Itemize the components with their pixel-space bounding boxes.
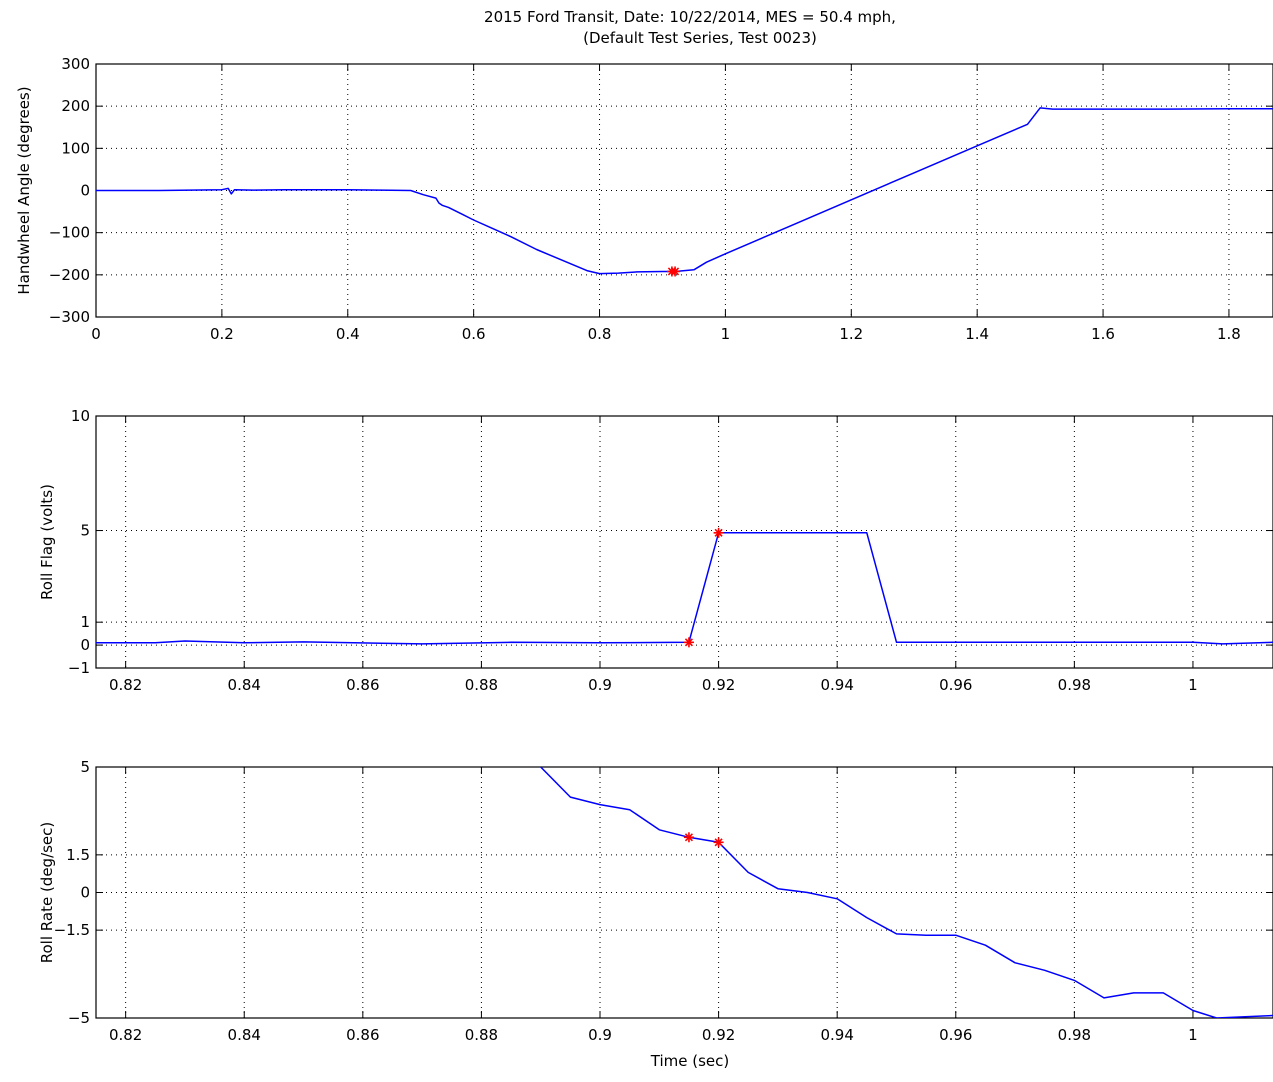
roll-flag-event-marker <box>713 527 724 538</box>
roll-flag-xtick-label: 0.84 <box>228 676 261 694</box>
roll-rate-ytick-label: 0 <box>80 884 90 902</box>
roll-rate-xtick-label: 0.84 <box>228 1026 261 1044</box>
roll-flag-xtick-label: 1 <box>1188 676 1198 694</box>
roll-rate-xtick-label: 0.82 <box>109 1026 142 1044</box>
handwheel-angle-ytick-label: 100 <box>61 139 90 157</box>
handwheel-angle-series-line <box>96 107 1273 275</box>
handwheel-angle-xtick-label: 0.8 <box>588 325 612 343</box>
roll-flag-event-marker <box>683 637 694 648</box>
roll-flag-xtick-label: 0.88 <box>465 676 498 694</box>
roll-rate-ytick-label: 1.5 <box>66 846 90 864</box>
roll-flag-ytick-label: 0 <box>80 636 90 654</box>
roll-flag-xtick-label: 0.98 <box>1058 676 1091 694</box>
handwheel-angle-ytick-label: −200 <box>49 266 90 284</box>
handwheel-angle-xtick-label: 0.2 <box>210 325 234 343</box>
roll-rate-ytick-label: −5 <box>68 1009 90 1027</box>
roll-rate-xtick-label: 0.94 <box>820 1026 853 1044</box>
roll-flag-ytick-label: −1 <box>68 659 90 677</box>
roll-rate-xtick-label: 1 <box>1188 1026 1198 1044</box>
roll-rate-series-line <box>540 767 1273 1018</box>
handwheel-angle-xtick-label: 1.8 <box>1217 325 1241 343</box>
handwheel-angle-xtick-label: 1 <box>721 325 731 343</box>
roll-rate-xtick-label: 0.96 <box>939 1026 972 1044</box>
handwheel-angle-ytick-label: 0 <box>80 182 90 200</box>
roll-rate-xtick-label: 0.88 <box>465 1026 498 1044</box>
roll-flag-xtick-label: 0.94 <box>820 676 853 694</box>
figure-title-line2: (Default Test Series, Test 0023) <box>583 29 817 47</box>
roll-flag-series-line <box>96 532 1273 645</box>
roll-rate-axes-frame <box>95 766 1273 1019</box>
roll-flag-ytick-label: 10 <box>71 407 90 425</box>
roll-rate-xtick-label: 0.92 <box>702 1026 735 1044</box>
roll-rate-ytick-label: 5 <box>80 758 90 776</box>
roll-flag-xtick-label: 0.96 <box>939 676 972 694</box>
roll-flag-xtick-label: 0.9 <box>588 676 612 694</box>
roll-flag-ytick-label: 5 <box>80 522 90 540</box>
handwheel-angle-ytick-label: −100 <box>49 224 90 242</box>
handwheel-angle-xtick-label: 1.6 <box>1091 325 1115 343</box>
handwheel-angle-ytick-label: −300 <box>49 308 90 326</box>
roll-rate-xtick-label: 0.9 <box>588 1026 612 1044</box>
handwheel-angle-xtick-label: 0.4 <box>336 325 360 343</box>
handwheel-angle-ylabel: Handwheel Angle (degrees) <box>15 86 33 294</box>
handwheel-angle-xtick-label: 1.2 <box>839 325 863 343</box>
roll-flag-ytick-label: 1 <box>80 613 90 631</box>
roll-flag-xtick-label: 0.92 <box>702 676 735 694</box>
handwheel-angle-xtick-label: 0.6 <box>462 325 486 343</box>
handwheel-angle-xtick-label: 0 <box>91 325 101 343</box>
roll-rate-plot: 0.82 0.84 0.86 0.88 0.9 0.92 0.94 0.96 0.98 1 −5 −1… <box>38 758 1273 1070</box>
handwheel-angle-event-marker <box>670 266 681 277</box>
roll-flag-xtick-label: 0.86 <box>346 676 379 694</box>
roll-rate-xtick-label: 0.86 <box>346 1026 379 1044</box>
roll-rate-ytick-label: −1.5 <box>54 921 90 939</box>
roll-rate-ylabel: Roll Rate (deg/sec) <box>38 822 56 964</box>
roll-rate-xlabel: Time (sec) <box>650 1052 729 1070</box>
roll-rate-event-marker <box>713 837 724 848</box>
roll-flag-plot: 0.82 0.84 0.86 0.88 0.9 0.92 0.94 0.96 0.98 1 −1 0 1… <box>38 407 1273 694</box>
roll-flag-axes-frame <box>95 415 1273 669</box>
handwheel-angle-plot: 0 0.2 0.4 0.6 0.8 1 1.2 1.4 1.6 1.8 −300 −200 −100 0 1… <box>15 55 1273 343</box>
handwheel-angle-xtick-label: 1.4 <box>965 325 989 343</box>
figure-title-line1: 2015 Ford Transit, Date: 10/22/2014, MES… <box>484 8 896 26</box>
roll-flag-xtick-label: 0.82 <box>109 676 142 694</box>
roll-rate-event-marker <box>683 832 694 843</box>
roll-flag-ylabel: Roll Flag (volts) <box>38 484 56 600</box>
handwheel-angle-ytick-label: 200 <box>61 97 90 115</box>
roll-rate-xtick-label: 0.98 <box>1058 1026 1091 1044</box>
handwheel-angle-ytick-label: 300 <box>61 55 90 73</box>
